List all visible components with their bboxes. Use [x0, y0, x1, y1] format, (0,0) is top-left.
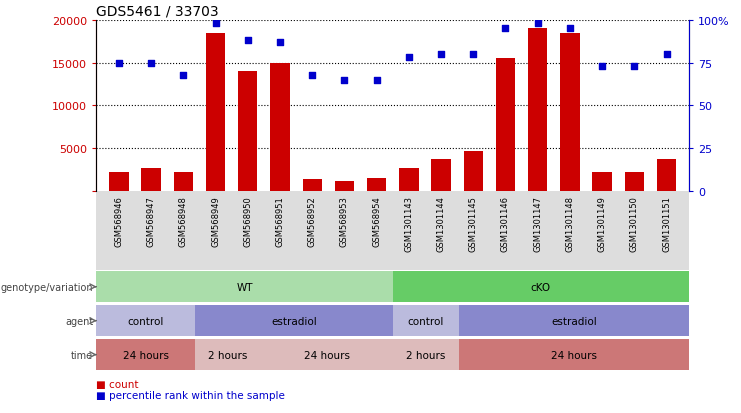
Point	[306, 72, 318, 78]
Bar	[528, 29, 548, 192]
Text: control: control	[127, 316, 164, 326]
Point	[435, 52, 447, 58]
Bar	[173, 173, 193, 192]
Text: 2 hours: 2 hours	[406, 350, 445, 360]
Text: GSM568953: GSM568953	[340, 195, 349, 246]
Bar	[96, 339, 195, 370]
Point	[274, 40, 286, 46]
Point	[145, 60, 157, 66]
Text: GSM1301151: GSM1301151	[662, 195, 671, 251]
Text: GSM1301150: GSM1301150	[630, 195, 639, 251]
Text: GSM568949: GSM568949	[211, 195, 220, 246]
Text: cKO: cKO	[531, 282, 551, 292]
Point	[242, 38, 253, 45]
Text: GSM1301146: GSM1301146	[501, 195, 510, 252]
Point	[113, 60, 124, 66]
Bar	[195, 339, 261, 370]
Text: GSM1301147: GSM1301147	[534, 195, 542, 252]
Bar	[657, 159, 677, 192]
Text: GSM1301143: GSM1301143	[405, 195, 413, 252]
Text: GSM568950: GSM568950	[243, 195, 252, 246]
Bar	[142, 169, 161, 192]
Bar	[399, 169, 419, 192]
Point	[468, 52, 479, 58]
Point	[210, 21, 222, 27]
Bar	[393, 305, 459, 337]
Bar	[393, 271, 689, 303]
Text: 24 hours: 24 hours	[551, 350, 597, 360]
Text: GSM1301145: GSM1301145	[469, 195, 478, 251]
Bar	[335, 181, 354, 192]
Text: control: control	[408, 316, 444, 326]
Text: 24 hours: 24 hours	[304, 350, 350, 360]
Point	[564, 26, 576, 33]
Bar	[195, 305, 393, 337]
Bar	[625, 173, 644, 192]
Text: GSM1301149: GSM1301149	[598, 195, 607, 251]
Point	[661, 52, 673, 58]
Point	[370, 77, 382, 84]
Point	[403, 55, 415, 62]
Bar	[464, 152, 483, 192]
Bar	[261, 339, 393, 370]
Bar	[270, 63, 290, 192]
Text: ■ percentile rank within the sample: ■ percentile rank within the sample	[96, 390, 285, 400]
Bar	[431, 159, 451, 192]
Text: GSM568954: GSM568954	[372, 195, 381, 246]
Text: GSM568946: GSM568946	[114, 195, 124, 246]
Bar	[96, 305, 195, 337]
Text: GDS5461 / 33703: GDS5461 / 33703	[96, 4, 219, 18]
Text: agent: agent	[65, 316, 93, 326]
Bar	[302, 180, 322, 192]
Text: ■ count: ■ count	[96, 379, 139, 389]
Text: GSM1301148: GSM1301148	[565, 195, 574, 252]
Bar	[238, 72, 257, 192]
Bar	[393, 339, 459, 370]
Bar	[459, 339, 689, 370]
Text: GSM568947: GSM568947	[147, 195, 156, 246]
Bar	[496, 59, 515, 192]
Bar	[593, 173, 612, 192]
Bar	[109, 173, 128, 192]
Text: GSM568951: GSM568951	[276, 195, 285, 246]
Text: WT: WT	[236, 282, 253, 292]
Text: genotype/variation: genotype/variation	[1, 282, 93, 292]
Text: estradiol: estradiol	[551, 316, 597, 326]
Point	[177, 72, 189, 78]
Point	[339, 77, 350, 84]
Point	[597, 64, 608, 70]
Text: GSM568948: GSM568948	[179, 195, 187, 246]
Text: estradiol: estradiol	[271, 316, 317, 326]
Bar	[96, 271, 393, 303]
Point	[532, 21, 544, 27]
Text: 24 hours: 24 hours	[123, 350, 169, 360]
Bar	[367, 179, 386, 192]
Text: GSM568952: GSM568952	[308, 195, 316, 246]
Bar	[459, 305, 689, 337]
Point	[628, 64, 640, 70]
Bar	[560, 33, 579, 192]
Point	[499, 26, 511, 33]
Text: time: time	[71, 350, 93, 360]
Text: 2 hours: 2 hours	[208, 350, 247, 360]
Bar	[206, 33, 225, 192]
Text: GSM1301144: GSM1301144	[436, 195, 445, 251]
